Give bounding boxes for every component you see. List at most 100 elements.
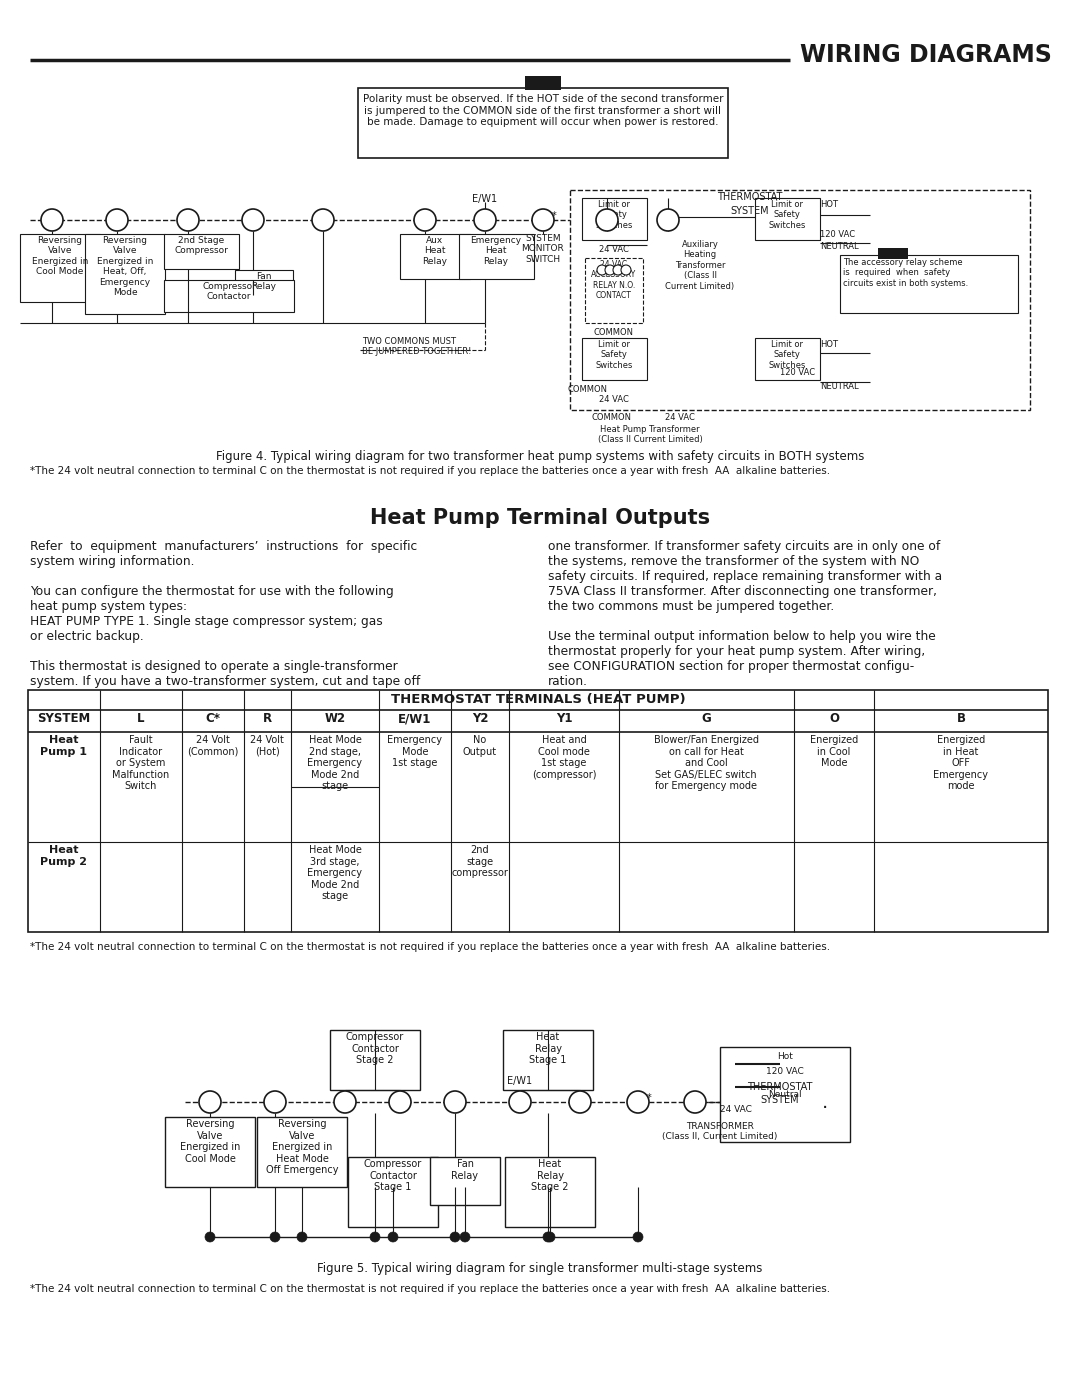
Text: Y2: Y2: [394, 1097, 406, 1106]
Text: R: R: [262, 712, 271, 725]
Circle shape: [264, 1091, 286, 1113]
Text: *: *: [647, 1092, 651, 1104]
Text: O: O: [482, 215, 489, 225]
Text: .: .: [822, 1092, 828, 1112]
Text: Auxiliary
Heating
Transformer
(Class II
Current Limited): Auxiliary Heating Transformer (Class II …: [665, 240, 734, 291]
Text: Heat
Relay
Stage 2: Heat Relay Stage 2: [531, 1160, 569, 1192]
Text: Reversing
Valve
Energized in
Heat Mode
Off Emergency: Reversing Valve Energized in Heat Mode O…: [266, 1119, 338, 1175]
Text: Energized
in Cool
Mode: Energized in Cool Mode: [810, 735, 859, 768]
Text: Limit or
Safety
Switches: Limit or Safety Switches: [768, 200, 806, 229]
Text: *The 24 volt neutral connection to terminal C on the thermostat is not required : *The 24 volt neutral connection to termi…: [30, 467, 831, 476]
Text: SYSTEM: SYSTEM: [38, 712, 91, 725]
Text: Reversing
Valve
Energized in
Cool Mode: Reversing Valve Energized in Cool Mode: [31, 236, 89, 277]
Circle shape: [605, 265, 615, 275]
Bar: [570, 190, 1030, 409]
Text: Reversing
Valve
Energized in
Cool Mode: Reversing Valve Energized in Cool Mode: [179, 1119, 240, 1164]
Circle shape: [509, 1091, 531, 1113]
Bar: [164, 235, 239, 270]
Text: *: *: [552, 211, 557, 221]
Text: *The 24 volt neutral connection to terminal C on the thermostat is not required : *The 24 volt neutral connection to termi…: [30, 942, 831, 951]
Text: Blower/Fan Energized
on call for Heat
and Cool
Set GAS/ELEC switch
for Emergency: Blower/Fan Energized on call for Heat an…: [653, 735, 758, 791]
Text: Heat Mode
3rd stage,
Emergency
Mode 2nd
stage: Heat Mode 3rd stage, Emergency Mode 2nd …: [308, 845, 363, 901]
Text: Heat
Relay
Stage 1: Heat Relay Stage 1: [529, 1032, 567, 1065]
Text: C*: C*: [205, 712, 220, 725]
Circle shape: [199, 1091, 221, 1113]
Text: C: C: [540, 215, 546, 225]
Bar: [582, 198, 647, 240]
Text: W2: W2: [572, 1097, 588, 1106]
Bar: [720, 1046, 850, 1141]
Circle shape: [621, 265, 631, 275]
Bar: [582, 338, 647, 380]
Text: 24 VAC: 24 VAC: [599, 395, 629, 404]
Text: Fan
Relay: Fan Relay: [252, 272, 276, 292]
Text: W2: W2: [417, 215, 433, 225]
Circle shape: [474, 210, 496, 231]
Text: G: G: [320, 215, 327, 225]
Circle shape: [597, 265, 607, 275]
Text: Y2: Y2: [472, 712, 488, 725]
Circle shape: [389, 1091, 411, 1113]
Circle shape: [460, 1232, 470, 1242]
Text: C: C: [635, 1097, 642, 1106]
Bar: [357, 88, 728, 158]
Circle shape: [370, 1232, 380, 1242]
Text: Figure 5. Typical wiring diagram for single transformer multi-stage systems: Figure 5. Typical wiring diagram for sin…: [318, 1261, 762, 1275]
Text: *The 24 volt neutral connection to terminal C on the thermostat is not required : *The 24 volt neutral connection to termi…: [30, 1284, 831, 1294]
Circle shape: [414, 210, 436, 231]
Text: Energized
in Heat
OFF
Emergency
mode: Energized in Heat OFF Emergency mode: [933, 735, 988, 791]
Circle shape: [297, 1232, 307, 1242]
Circle shape: [242, 210, 264, 231]
Text: 24 VAC: 24 VAC: [720, 1105, 752, 1113]
Text: COMMON: COMMON: [594, 328, 634, 337]
Bar: [21, 235, 100, 302]
Text: Emergency
Heat
Relay: Emergency Heat Relay: [471, 236, 522, 265]
Text: E/W1: E/W1: [508, 1076, 532, 1085]
Text: R: R: [691, 1097, 699, 1106]
Bar: [257, 1118, 347, 1187]
Text: The accessory relay scheme
is  required  when  safety
circuits exist in both sys: The accessory relay scheme is required w…: [843, 258, 969, 288]
Text: 24 Volt
(Common): 24 Volt (Common): [187, 735, 239, 757]
Text: COMMON: COMMON: [567, 386, 607, 394]
Text: WIRING DIAGRAMS: WIRING DIAGRAMS: [800, 43, 1052, 67]
Text: Limit or
Safety
Switches: Limit or Safety Switches: [768, 339, 806, 370]
Text: R: R: [664, 215, 672, 225]
Bar: [164, 279, 294, 312]
Text: W2: W2: [324, 712, 346, 725]
Bar: [430, 1157, 500, 1206]
Bar: [755, 338, 820, 380]
Bar: [28, 690, 1048, 932]
Text: Fault
Indicator
or System
Malfunction
Switch: Fault Indicator or System Malfunction Sw…: [112, 735, 170, 791]
Bar: [348, 1157, 438, 1227]
Bar: [878, 249, 908, 258]
Text: Y2: Y2: [181, 215, 194, 225]
Text: 120 VAC: 120 VAC: [766, 1067, 804, 1076]
Text: G: G: [451, 1097, 459, 1106]
Bar: [585, 258, 643, 323]
Bar: [330, 1030, 420, 1090]
Bar: [400, 235, 470, 279]
Circle shape: [613, 265, 623, 275]
Bar: [85, 235, 165, 314]
Text: Reversing
Valve
Energized in
Heat, Off,
Emergency
Mode: Reversing Valve Energized in Heat, Off, …: [97, 236, 153, 298]
Text: NEUTRAL: NEUTRAL: [820, 242, 859, 251]
Bar: [840, 256, 1018, 313]
Text: TWO COMMONS MUST
BE JUMPERED TOGETHER!: TWO COMMONS MUST BE JUMPERED TOGETHER!: [362, 337, 471, 356]
Circle shape: [627, 1091, 649, 1113]
Circle shape: [334, 1091, 356, 1113]
Text: Compressor
Contactor
Stage 2: Compressor Contactor Stage 2: [346, 1032, 404, 1065]
Text: COMMON: COMMON: [592, 414, 632, 422]
Text: B: B: [113, 215, 120, 225]
Text: O: O: [49, 215, 56, 225]
Text: 2nd
stage
compressor: 2nd stage compressor: [451, 845, 509, 879]
Text: Figure 4. Typical wiring diagram for two transformer heat pump systems with safe: Figure 4. Typical wiring diagram for two…: [216, 450, 864, 462]
Text: Heat Pump Transformer
(Class II Current Limited): Heat Pump Transformer (Class II Current …: [597, 425, 702, 444]
Text: Polarity must be observed. If the HOT side of the second transformer
is jumpered: Polarity must be observed. If the HOT si…: [363, 94, 724, 127]
Circle shape: [657, 210, 679, 231]
Circle shape: [312, 210, 334, 231]
Text: Y1: Y1: [339, 1097, 351, 1106]
Circle shape: [106, 210, 129, 231]
Circle shape: [532, 210, 554, 231]
Text: Limit or
Safety
Switches: Limit or Safety Switches: [595, 200, 633, 229]
Text: E/W1: E/W1: [472, 194, 498, 204]
